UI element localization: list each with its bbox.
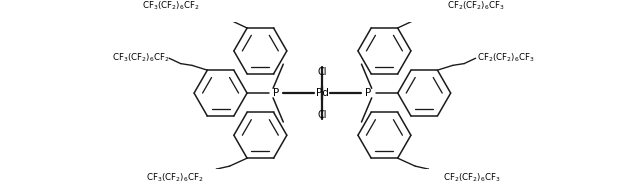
Text: P: P [365, 88, 372, 98]
Text: CF$_2$(CF$_2$)$_6$CF$_3$: CF$_2$(CF$_2$)$_6$CF$_3$ [447, 0, 504, 12]
Text: CF$_3$(CF$_2$)$_6$CF$_2$: CF$_3$(CF$_2$)$_6$CF$_2$ [146, 172, 204, 184]
Text: Pd: Pd [316, 88, 329, 98]
Text: Cl: Cl [317, 67, 327, 77]
Text: CF$_2$(CF$_2$)$_6$CF$_3$: CF$_2$(CF$_2$)$_6$CF$_3$ [477, 52, 535, 64]
Text: Cl: Cl [317, 109, 327, 120]
Text: P: P [273, 88, 280, 98]
Text: CF$_3$(CF$_2$)$_6$CF$_2$: CF$_3$(CF$_2$)$_6$CF$_2$ [111, 52, 169, 64]
Text: CF$_2$(CF$_2$)$_6$CF$_3$: CF$_2$(CF$_2$)$_6$CF$_3$ [443, 172, 500, 184]
Text: CF$_3$(CF$_2$)$_6$CF$_2$: CF$_3$(CF$_2$)$_6$CF$_2$ [142, 0, 200, 12]
